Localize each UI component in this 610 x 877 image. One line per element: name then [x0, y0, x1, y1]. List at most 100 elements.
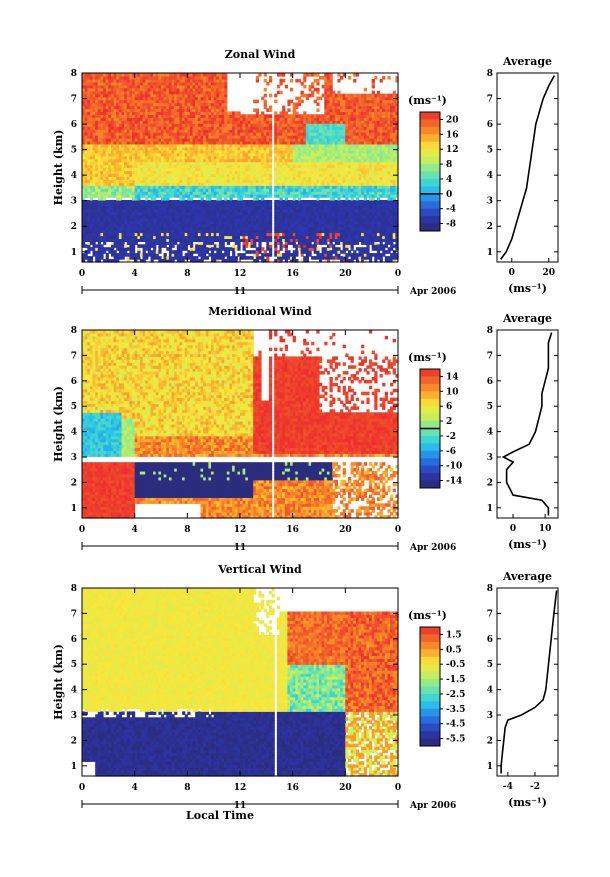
heat-cell	[179, 90, 183, 95]
heat-cell	[111, 208, 115, 213]
heat-cell	[137, 164, 141, 169]
heat-cell	[237, 194, 241, 198]
heat-cell	[89, 188, 94, 192]
heat-cell	[134, 146, 138, 151]
heat-cell	[155, 149, 159, 154]
heat-cell	[197, 84, 202, 89]
heat-cell	[182, 185, 186, 189]
heat-cell	[221, 99, 225, 104]
heat-cell	[221, 259, 225, 263]
heat-cell	[111, 143, 115, 148]
heat-cell	[145, 170, 149, 175]
heat-cell	[171, 81, 175, 86]
heat-cell	[168, 223, 173, 228]
heat-cell	[87, 152, 91, 157]
heat-cell	[113, 84, 117, 89]
heat-cell	[221, 194, 225, 198]
heat-cell	[142, 129, 146, 133]
heat-cell	[118, 164, 123, 169]
heat-cell	[187, 111, 191, 115]
heat-cell	[84, 185, 88, 189]
heat-cell	[229, 126, 233, 130]
heat-cell	[84, 208, 88, 213]
heat-cell	[95, 205, 99, 210]
heat-cell	[116, 197, 120, 201]
heat-cell	[237, 208, 241, 213]
heat-cell	[129, 146, 133, 151]
heat-cell	[145, 244, 149, 248]
heat-cell	[184, 152, 188, 157]
heat-cell	[158, 90, 162, 95]
heat-cell	[179, 232, 183, 237]
heat-cell	[134, 117, 138, 121]
heat-cell	[87, 140, 91, 145]
heat-cell	[203, 105, 207, 110]
heat-cell	[179, 226, 183, 231]
heat-cell	[229, 214, 233, 219]
heat-cell	[168, 232, 173, 237]
heat-cell	[129, 244, 133, 248]
heat-cell	[111, 93, 115, 98]
heat-cell	[208, 164, 212, 169]
heat-cell	[174, 182, 178, 186]
heat-cell	[137, 96, 141, 101]
heat-cell	[226, 191, 230, 195]
heat-cell	[103, 194, 107, 198]
heat-cell	[234, 200, 238, 204]
heat-cell	[163, 73, 167, 77]
heat-cell	[161, 244, 165, 248]
heat-cell	[108, 114, 112, 118]
heat-cell	[100, 197, 104, 201]
heat-cell	[100, 173, 104, 177]
heat-cell	[150, 194, 154, 198]
heat-cell	[184, 129, 188, 133]
heat-cell	[82, 188, 86, 192]
heat-cell	[190, 256, 194, 260]
heat-cell	[139, 129, 144, 133]
heat-cell	[221, 208, 225, 213]
heat-cell	[100, 114, 104, 118]
heat-cell	[124, 140, 128, 145]
heat-cell	[126, 120, 130, 124]
heat-cell	[95, 176, 99, 180]
heat-cell	[129, 208, 133, 213]
heat-cell	[155, 220, 159, 225]
heat-cell	[150, 164, 154, 169]
heat-cell	[221, 93, 225, 98]
heat-cell	[163, 132, 167, 136]
heat-cell	[103, 76, 107, 80]
heat-cell	[97, 253, 101, 257]
heat-cell	[166, 164, 170, 169]
heat-cell	[208, 170, 212, 175]
heat-cell	[229, 185, 233, 189]
heat-cell	[216, 217, 220, 222]
heat-cell	[192, 202, 196, 207]
heat-cell	[208, 253, 212, 257]
heat-cell	[171, 211, 175, 216]
heat-cell	[168, 96, 173, 101]
heat-cell	[163, 90, 167, 95]
heat-cell	[137, 87, 141, 92]
heat-cell	[105, 126, 109, 130]
heat-cell	[187, 200, 191, 204]
heat-cell	[213, 170, 217, 175]
heat-cell	[187, 140, 191, 145]
heat-cell	[95, 247, 99, 251]
heat-cell	[137, 217, 141, 222]
heat-cell	[95, 244, 99, 248]
heat-cell	[87, 164, 91, 169]
heat-cell	[124, 208, 128, 213]
heat-cell	[213, 135, 217, 139]
heat-cell	[190, 84, 194, 89]
heat-cell	[171, 200, 175, 204]
heat-cell	[200, 223, 204, 228]
heat-cell	[213, 208, 217, 213]
heat-cell	[161, 223, 165, 228]
heat-cell	[145, 247, 149, 251]
heat-cell	[129, 161, 133, 166]
heat-cell	[229, 114, 233, 118]
heat-cell	[176, 149, 180, 154]
heat-cell	[208, 114, 212, 118]
heat-cell	[147, 200, 151, 204]
heat-cell	[229, 232, 233, 237]
